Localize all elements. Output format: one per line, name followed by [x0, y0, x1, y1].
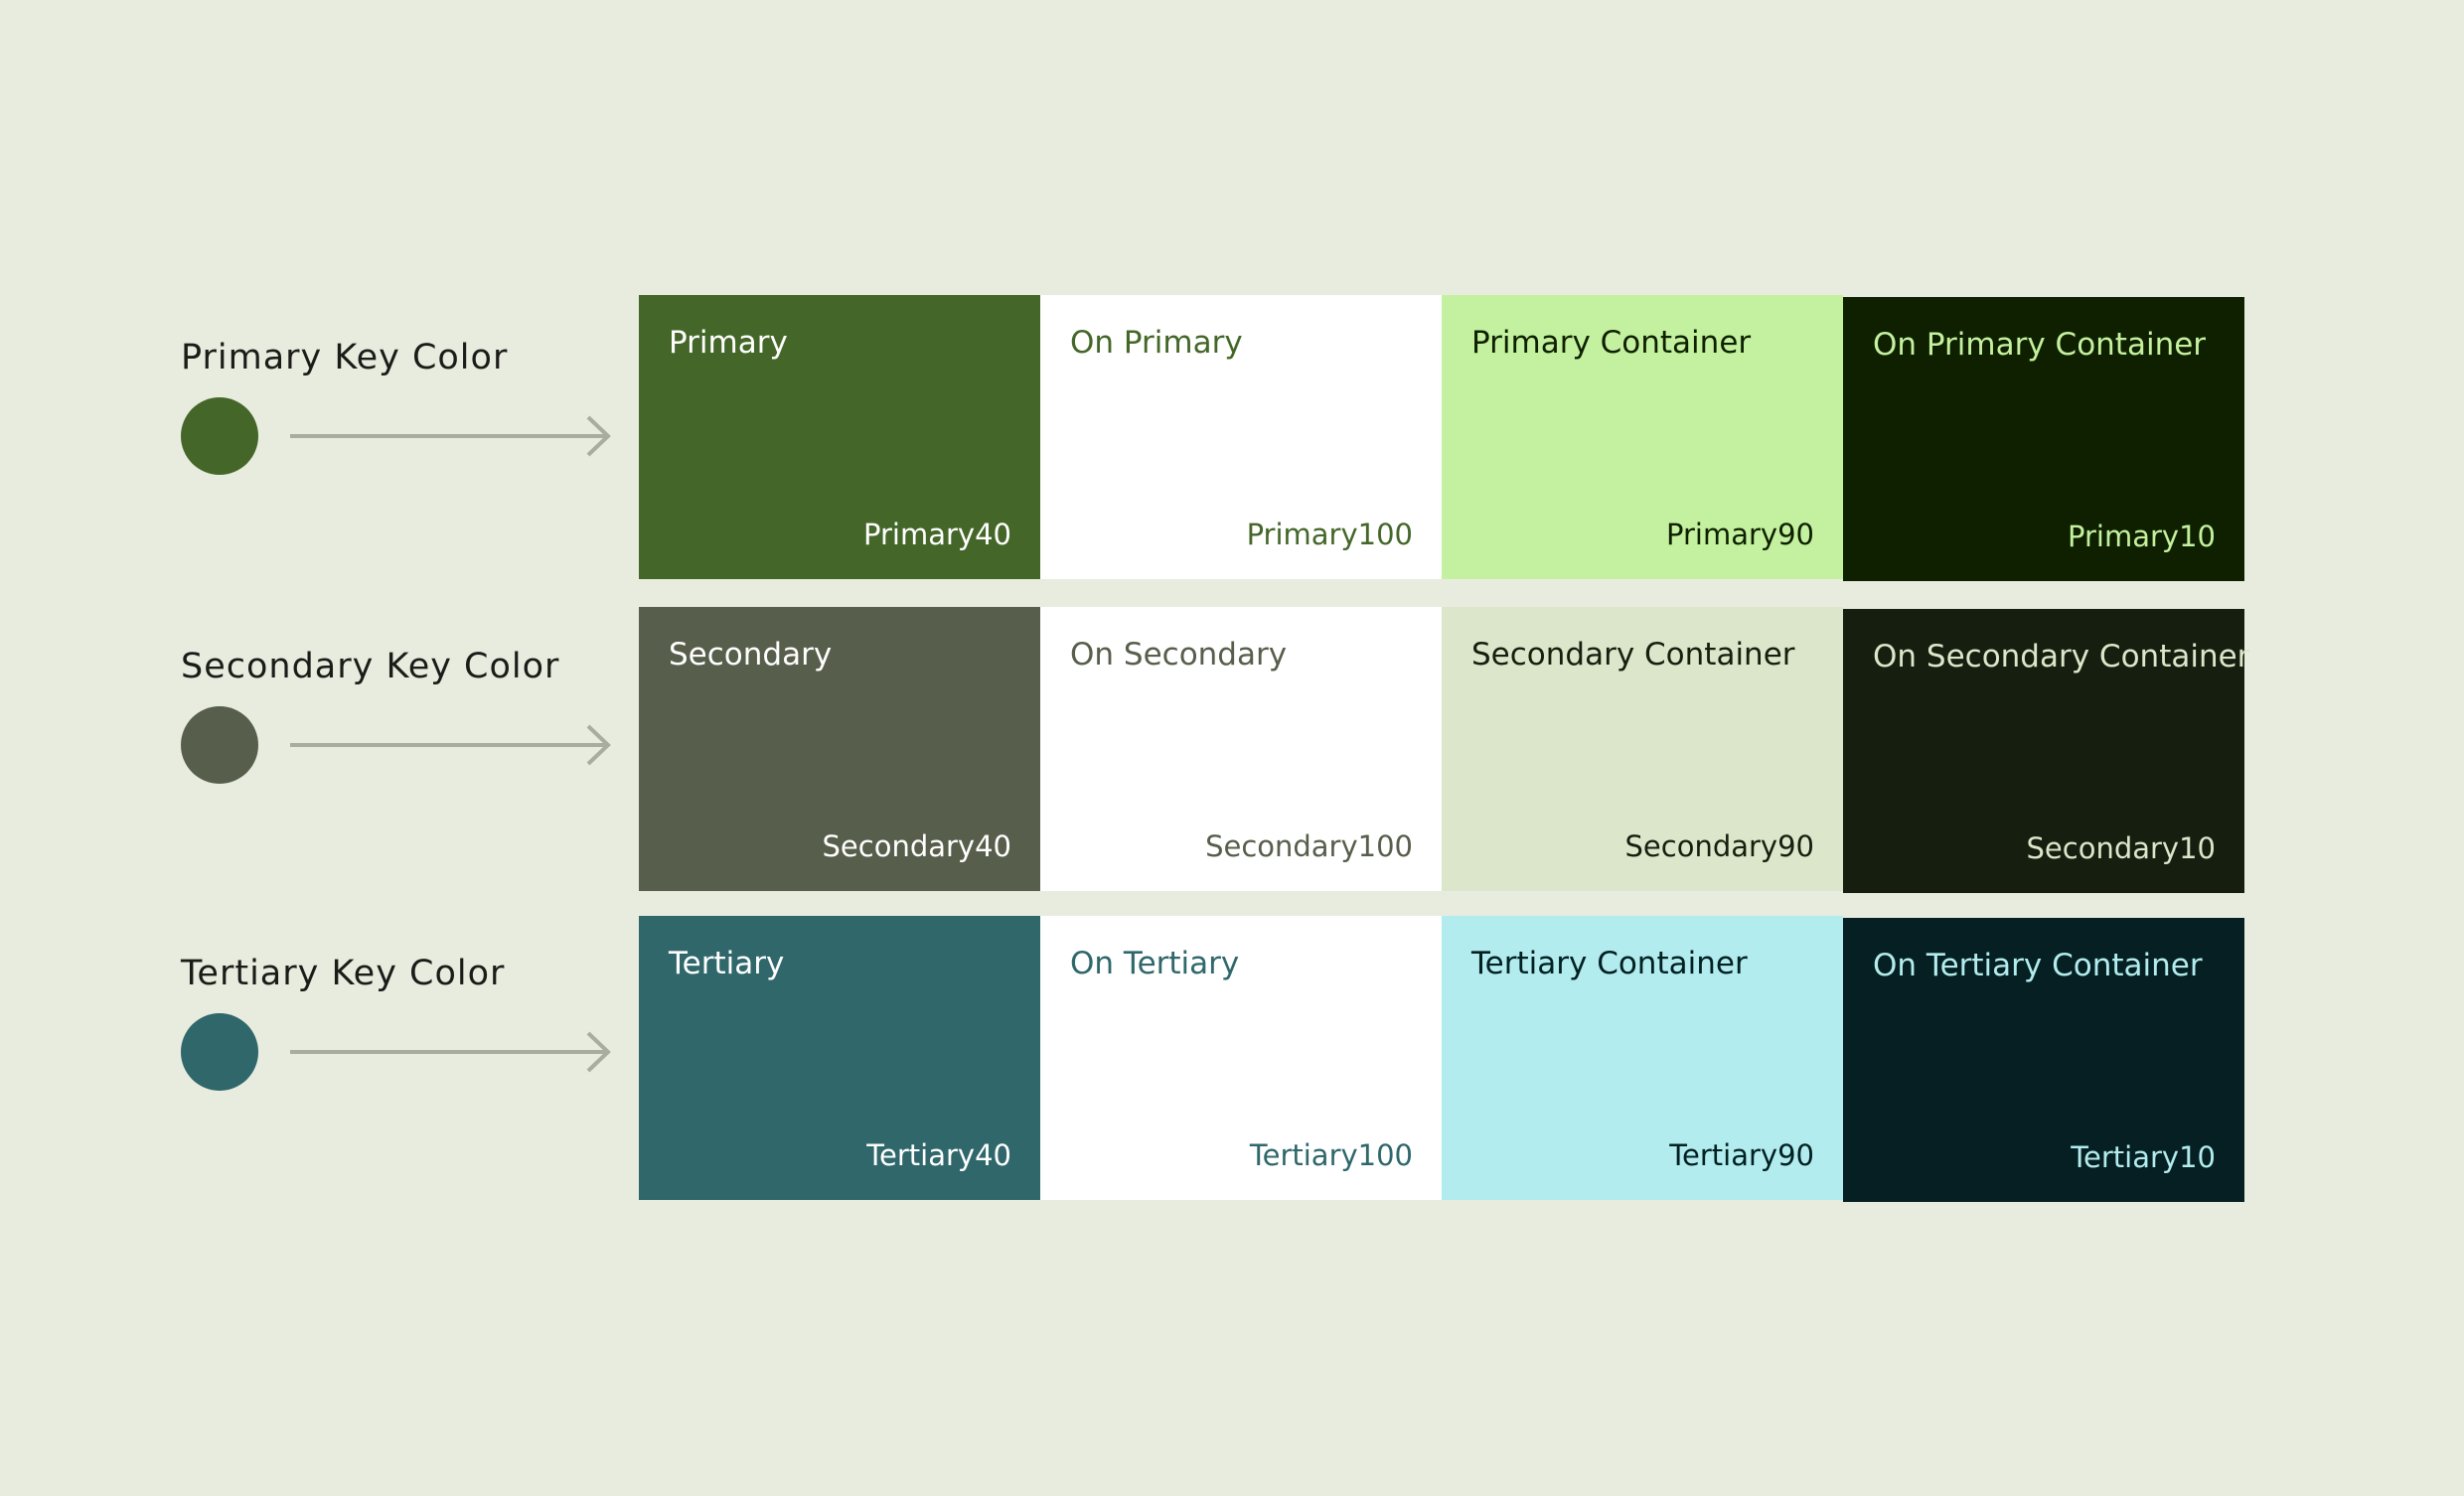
secondary-tile-tone: Secondary40	[822, 829, 1011, 863]
primary-key-color-label: Primary Key Color	[181, 338, 509, 377]
on-tertiary-tile-name: On Tertiary	[1070, 946, 1240, 981]
tertiary-tile: Tertiary Tertiary40	[639, 916, 1040, 1200]
secondary-tile: Secondary Secondary40	[639, 607, 1040, 891]
on-secondary-container-tile-name: On Secondary Container	[1873, 639, 2250, 674]
on-tertiary-tile: On Tertiary Tertiary100	[1040, 916, 1442, 1200]
on-primary-tile: On Primary Primary100	[1040, 295, 1442, 579]
secondary-tile-name: Secondary	[669, 637, 833, 673]
tertiary-tile-tone: Tertiary40	[866, 1138, 1011, 1172]
primary-tile: Primary Primary40	[639, 295, 1040, 579]
arrow-right-icon	[290, 1031, 611, 1073]
on-tertiary-container-tile: On Tertiary Container Tertiary10	[1843, 918, 2244, 1202]
on-tertiary-container-tile-name: On Tertiary Container	[1873, 948, 2203, 983]
tertiary-key-color: Tertiary Key Color	[181, 954, 618, 1122]
on-primary-container-tile: On Primary Container Primary10	[1843, 297, 2244, 581]
on-tertiary-tile-tone: Tertiary100	[1249, 1138, 1413, 1172]
secondary-container-tile-name: Secondary Container	[1471, 637, 1795, 673]
on-primary-tile-tone: Primary100	[1246, 518, 1413, 551]
tertiary-container-tile-name: Tertiary Container	[1471, 946, 1748, 981]
on-secondary-tile-name: On Secondary	[1070, 637, 1288, 673]
on-secondary-container-tile: On Secondary Container Secondary10	[1843, 609, 2249, 893]
arrow-right-icon	[290, 724, 611, 766]
primary-container-tile: Primary Container Primary90	[1442, 295, 1843, 579]
tertiary-key-swatch	[181, 1013, 258, 1091]
primary-key-swatch	[181, 397, 258, 475]
secondary-key-color: Secondary Key Color	[181, 647, 618, 816]
on-primary-container-tile-name: On Primary Container	[1873, 327, 2207, 363]
on-secondary-container-tile-tone: Secondary10	[2026, 831, 2216, 865]
tertiary-container-tile: Tertiary Container Tertiary90	[1442, 916, 1843, 1200]
tertiary-container-tile-tone: Tertiary90	[1669, 1138, 1814, 1172]
tertiary-tile-name: Tertiary	[669, 946, 785, 981]
secondary-key-color-label: Secondary Key Color	[181, 647, 560, 686]
arrow-right-icon	[290, 415, 611, 457]
secondary-container-tile: Secondary Container Secondary90	[1442, 607, 1843, 891]
secondary-key-swatch	[181, 706, 258, 784]
on-primary-container-tile-tone: Primary10	[2068, 520, 2216, 553]
on-primary-tile-name: On Primary	[1070, 325, 1243, 361]
on-tertiary-container-tile-tone: Tertiary10	[2071, 1140, 2216, 1174]
primary-tile-name: Primary	[669, 325, 788, 361]
secondary-container-tile-tone: Secondary90	[1624, 829, 1814, 863]
tertiary-key-color-label: Tertiary Key Color	[181, 954, 506, 993]
primary-container-tile-tone: Primary90	[1666, 518, 1814, 551]
on-secondary-tile: On Secondary Secondary100	[1040, 607, 1442, 891]
primary-tile-tone: Primary40	[863, 518, 1011, 551]
primary-container-tile-name: Primary Container	[1471, 325, 1752, 361]
primary-key-color: Primary Key Color	[181, 338, 618, 507]
on-secondary-tile-tone: Secondary100	[1205, 829, 1413, 863]
